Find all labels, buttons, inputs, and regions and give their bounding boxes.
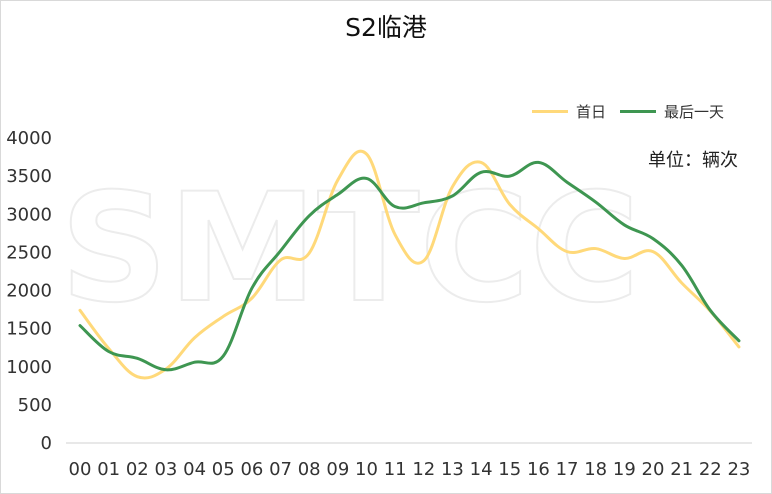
series-line-first-day [78, 149, 741, 380]
x-tick-label: 19 [613, 459, 636, 480]
x-tick-label: 02 [126, 459, 149, 480]
y-tick-label: 3000 [6, 204, 52, 225]
x-axis-ticks: 00 01 02 03 04 05 06 07 08 09 10 11 12 13 14 15 16 17 18 19… [69, 459, 751, 480]
y-tick-label: 3500 [6, 166, 52, 187]
x-tick-label: 23 [727, 459, 750, 480]
y-tick-label: 2000 [6, 281, 52, 302]
y-tick-label: 2500 [6, 242, 52, 263]
chart-title: S2临港 [345, 13, 427, 42]
y-tick-label: 0 [41, 433, 52, 454]
x-tick-label: 01 [97, 459, 120, 480]
x-tick-label: 04 [183, 459, 206, 480]
series-lines [78, 149, 741, 380]
y-axis-ticks: 0 500 1000 1500 2000 2500 3000 3500 4000 [6, 128, 52, 454]
x-tick-label: 03 [154, 459, 177, 480]
x-tick-label: 22 [699, 459, 722, 480]
x-tick-label: 09 [326, 459, 349, 480]
y-tick-label: 1000 [6, 357, 52, 378]
x-tick-label: 05 [212, 459, 235, 480]
x-tick-label: 07 [269, 459, 292, 480]
x-tick-label: 10 [355, 459, 378, 480]
x-tick-label: 13 [441, 459, 464, 480]
y-tick-label: 500 [18, 395, 52, 416]
x-tick-label: 08 [298, 459, 321, 480]
x-tick-label: 15 [498, 459, 521, 480]
x-tick-label: 14 [470, 459, 493, 480]
x-tick-label: 12 [412, 459, 435, 480]
x-tick-label: 00 [69, 459, 92, 480]
x-tick-label: 11 [384, 459, 407, 480]
legend-label-first-day: 首日 [576, 103, 607, 121]
chart-legend: 首日 最后一天 [532, 101, 738, 122]
legend-label-last-day: 最后一天 [664, 103, 725, 121]
series-line-last-day [78, 160, 741, 372]
x-tick-label: 18 [584, 459, 607, 480]
x-tick-label: 20 [642, 459, 665, 480]
x-tick-label: 16 [527, 459, 550, 480]
x-tick-label: 06 [240, 459, 263, 480]
legend-swatch-last-day [620, 110, 657, 113]
unit-label: 单位：辆次 [648, 150, 738, 171]
watermark-text: SMTCC [60, 162, 640, 336]
legend-item-first-day: 首日 [532, 101, 606, 122]
legend-swatch-first-day [532, 110, 568, 113]
y-tick-label: 1500 [6, 319, 52, 340]
legend-item-last-day: 最后一天 [620, 101, 724, 122]
x-tick-label: 21 [670, 459, 693, 480]
x-tick-label: 17 [556, 459, 579, 480]
y-tick-label: 4000 [6, 128, 52, 149]
